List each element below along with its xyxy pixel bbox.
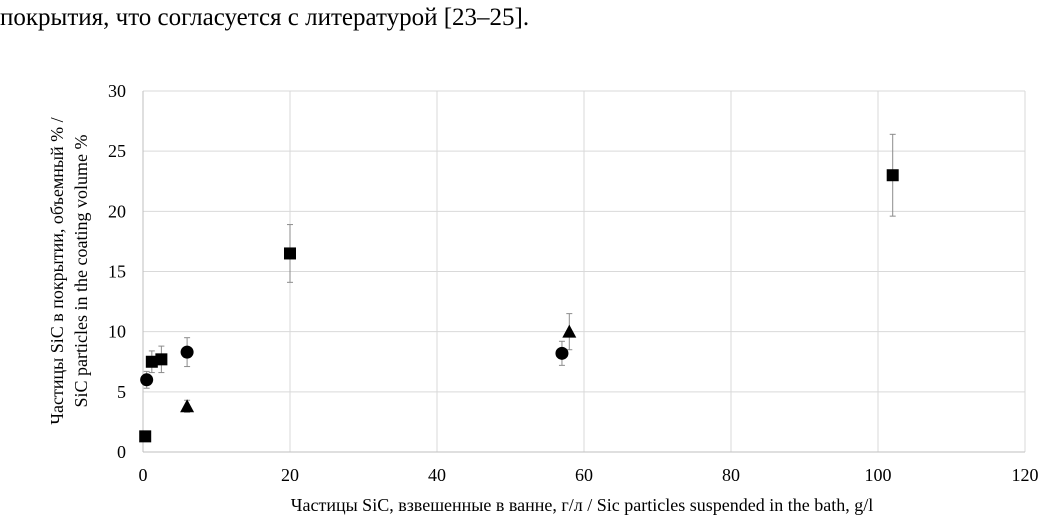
tick-labels: 0 5 10 15 20 25 30 0 20 40 60 80 100 120	[108, 81, 1039, 485]
data-point-circle	[555, 346, 569, 360]
y-tick-label: 10	[108, 322, 126, 342]
y-tick-label: 25	[108, 141, 126, 161]
x-tick-label: 40	[428, 465, 446, 485]
y-tick-label: 20	[108, 201, 126, 221]
data-point-square	[284, 247, 296, 260]
x-tick-label: 100	[865, 465, 892, 485]
data-point-circle	[140, 373, 154, 387]
x-tick-label: 120	[1012, 465, 1039, 485]
data-point-triangle	[562, 324, 577, 338]
x-tick-label: 60	[575, 465, 593, 485]
data-point-square	[155, 353, 168, 366]
data-point-square	[886, 169, 899, 182]
x-tick-label: 20	[281, 465, 299, 485]
paragraph-tail-text: покрытия, что согласуется с литературой …	[0, 4, 530, 31]
y-tick-label: 15	[108, 262, 126, 282]
y-axis-label-line-1: Частицы SiC в покрытии, объемный % /	[47, 117, 67, 424]
x-axis-label: Частицы SiC, взвешенные в ванне, г/л / S…	[291, 495, 873, 515]
x-tick-label: 80	[722, 465, 740, 485]
data-point-square	[139, 430, 152, 443]
y-tick-label: 5	[117, 382, 126, 402]
error-bars	[143, 133, 896, 413]
data-point-triangle	[180, 399, 195, 413]
axes	[142, 91, 1025, 453]
y-tick-label: 30	[108, 81, 126, 101]
y-tick-label: 0	[117, 442, 126, 462]
x-tick-label: 0	[139, 465, 148, 485]
y-axis-label-line-2: SiC particles in the coating volume %	[71, 135, 91, 408]
data-point-square	[145, 355, 158, 368]
data-markers	[139, 169, 899, 443]
data-point-circle	[180, 345, 194, 359]
